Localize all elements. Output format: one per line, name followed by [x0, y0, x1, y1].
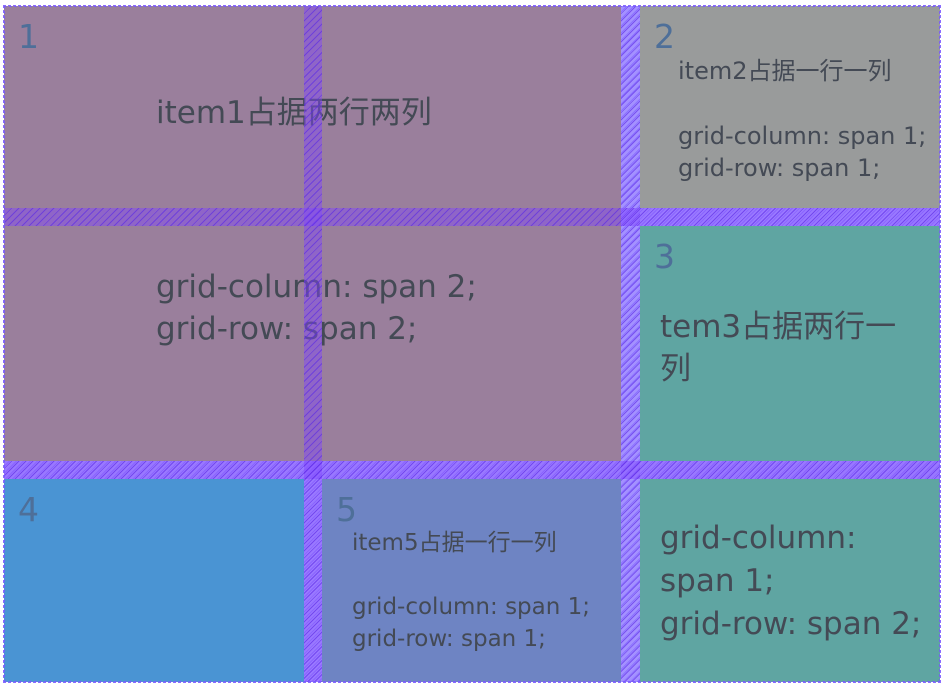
- grid-item-6: grid-column: span 1; grid-row: span 2;: [640, 479, 940, 682]
- item-number: 1: [18, 17, 39, 56]
- item-number: 3: [654, 237, 675, 276]
- item-number: 2: [654, 17, 675, 56]
- item-number: 5: [336, 490, 357, 529]
- grid-item-3: 3 tem3占据两行一列: [640, 226, 940, 461]
- item-title: item1占据两行两列: [156, 95, 432, 131]
- row-gap-overlay: [4, 208, 940, 226]
- grid-item-2: 2 item2占据一行一列 grid-column: span 1; grid-…: [640, 6, 940, 208]
- item-title: item2占据一行一列: [678, 57, 892, 85]
- item-title: tem3占据两行一列: [660, 309, 897, 387]
- grid-container: 1 item1占据两行两列 grid-column: span 2; grid-…: [3, 5, 941, 683]
- grid-item-4: 4: [4, 479, 304, 682]
- item-number: 4: [18, 490, 39, 529]
- item-code: grid-column: span 1; grid-row: span 1;: [678, 122, 927, 182]
- row-gap-overlay: [4, 461, 940, 479]
- grid-item-5: 5 item5占据一行一列 grid-column: span 1; grid-…: [322, 479, 621, 682]
- column-gap-overlay: [304, 6, 322, 682]
- item-code: grid-column: span 1; grid-row: span 1;: [352, 594, 591, 652]
- column-gap-overlay: [621, 6, 640, 682]
- item-title: item5占据一行一列: [352, 530, 557, 556]
- grid-outline: [4, 6, 940, 682]
- item-code: grid-column: span 1; grid-row: span 2;: [660, 520, 922, 642]
